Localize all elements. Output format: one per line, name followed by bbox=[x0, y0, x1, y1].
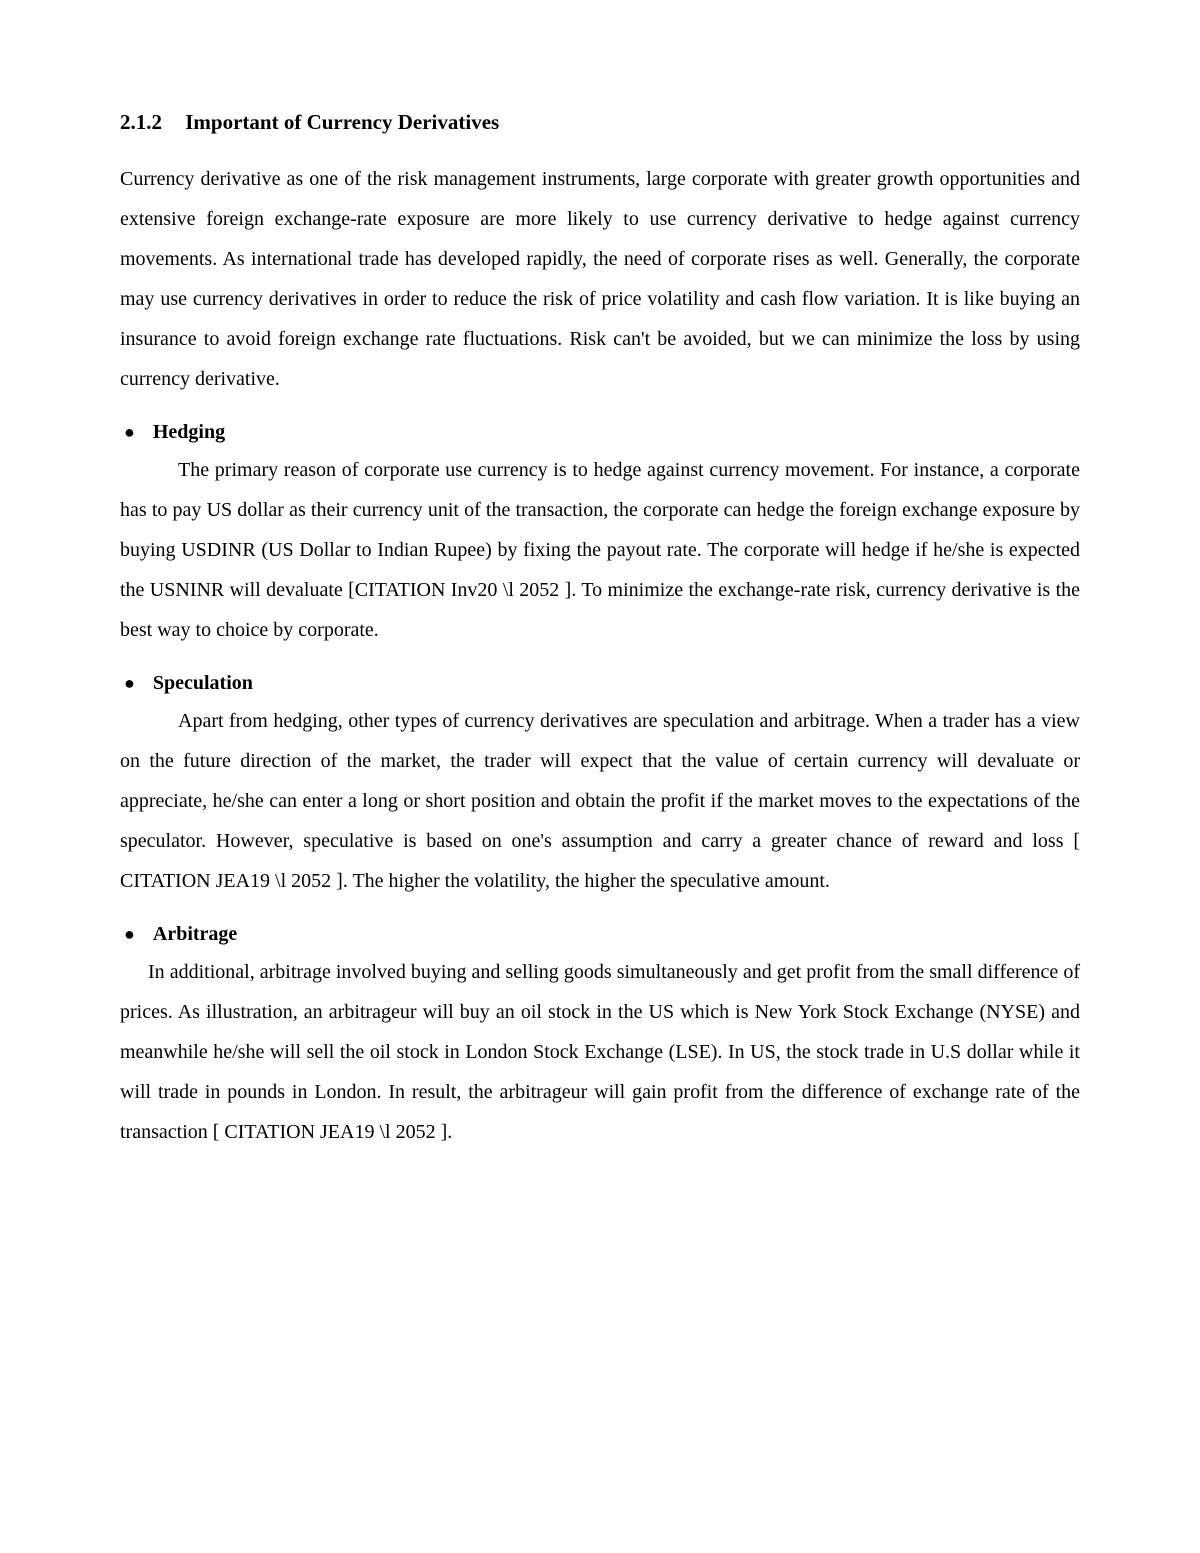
bullet-heading-hedging: ● Hedging bbox=[120, 421, 1080, 444]
bullet-body-hedging: The primary reason of corporate use curr… bbox=[120, 450, 1080, 650]
intro-paragraph: Currency derivative as one of the risk m… bbox=[120, 159, 1080, 399]
bullet-title: Hedging bbox=[153, 421, 225, 444]
bullet-marker-icon: ● bbox=[124, 422, 135, 443]
bullet-marker-icon: ● bbox=[124, 673, 135, 694]
bullet-body-speculation: Apart from hedging, other types of curre… bbox=[120, 701, 1080, 901]
bullet-body-arbitrage: In additional, arbitrage involved buying… bbox=[120, 952, 1080, 1152]
section-number: 2.1.2 bbox=[120, 110, 162, 135]
bullet-heading-speculation: ● Speculation bbox=[120, 672, 1080, 695]
bullet-title: Arbitrage bbox=[153, 923, 237, 946]
bullet-marker-icon: ● bbox=[124, 924, 135, 945]
bullet-heading-arbitrage: ● Arbitrage bbox=[120, 923, 1080, 946]
section-heading: 2.1.2 Important of Currency Derivatives bbox=[120, 110, 1080, 135]
bullet-title: Speculation bbox=[153, 672, 253, 695]
section-title: Important of Currency Derivatives bbox=[185, 110, 499, 134]
